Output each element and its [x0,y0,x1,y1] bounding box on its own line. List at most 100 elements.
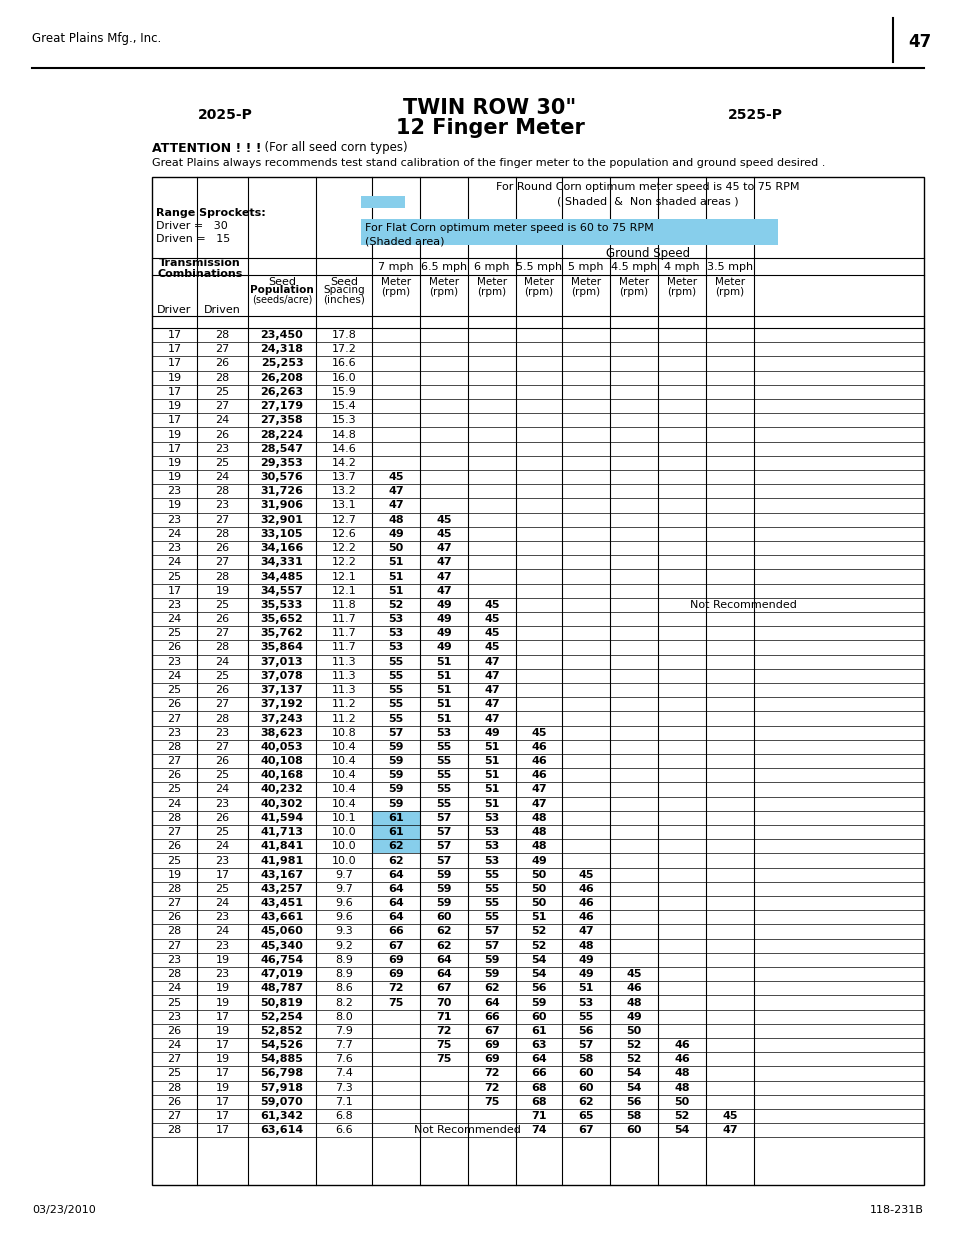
Text: TWIN ROW 30": TWIN ROW 30" [403,98,576,119]
Text: 19: 19 [168,373,181,383]
Text: 53: 53 [484,856,499,866]
Text: 47: 47 [388,500,403,510]
Text: 26: 26 [168,699,181,709]
Text: 41,981: 41,981 [260,856,303,866]
Text: 40,108: 40,108 [260,756,303,766]
Text: 19: 19 [215,585,230,595]
Text: 47: 47 [531,784,546,794]
Text: 31,906: 31,906 [260,500,303,510]
Text: 13.2: 13.2 [332,487,356,496]
Text: 26: 26 [168,642,181,652]
Text: 48: 48 [674,1068,689,1078]
Text: 40,053: 40,053 [260,742,303,752]
Text: 51: 51 [436,671,451,680]
Text: 57: 57 [388,727,403,737]
Text: 24: 24 [167,529,181,538]
Text: 6.6: 6.6 [335,1125,353,1135]
Text: 57: 57 [436,856,451,866]
Text: 62: 62 [388,856,403,866]
Text: 61,342: 61,342 [260,1112,303,1121]
Text: 10.0: 10.0 [332,827,355,837]
Text: ( Shaded  &  Non shaded areas ): ( Shaded & Non shaded areas ) [557,198,738,207]
Text: 19: 19 [215,1083,230,1093]
Text: 52: 52 [626,1040,641,1050]
Text: 25: 25 [168,856,181,866]
Text: 48: 48 [531,813,546,823]
Text: 47: 47 [907,33,931,51]
Text: 51: 51 [484,742,499,752]
Text: 23: 23 [215,727,230,737]
Text: 49: 49 [436,614,452,624]
Text: 6 mph: 6 mph [474,262,509,272]
Text: 61: 61 [531,1026,546,1036]
Text: 46: 46 [531,756,546,766]
Text: 71: 71 [436,1011,452,1021]
Text: 26: 26 [168,841,181,851]
Text: Meter: Meter [714,277,744,287]
Text: 34,331: 34,331 [260,557,303,567]
Text: 7.4: 7.4 [335,1068,353,1078]
Text: 10.4: 10.4 [332,742,356,752]
Text: Meter: Meter [523,277,554,287]
Text: 8.9: 8.9 [335,969,353,979]
Text: 74: 74 [531,1125,546,1135]
Text: 59: 59 [388,799,403,809]
Text: 7.1: 7.1 [335,1097,353,1107]
Text: 55: 55 [388,657,403,667]
Text: 51: 51 [531,913,546,923]
Bar [360,196,405,207]
Text: 13.1: 13.1 [332,500,355,510]
Text: 49: 49 [531,856,546,866]
Text: 55: 55 [436,742,451,752]
Text: 60: 60 [578,1083,593,1093]
Text: 27,358: 27,358 [260,415,303,425]
Text: 27: 27 [215,742,230,752]
Text: 55: 55 [388,714,403,724]
Text: 38,623: 38,623 [260,727,303,737]
Text: 55: 55 [436,756,451,766]
Text: 47: 47 [436,585,452,595]
Text: 23: 23 [168,955,181,965]
Text: 12.6: 12.6 [332,529,356,538]
Text: (rpm): (rpm) [524,287,553,296]
Text: 57: 57 [484,926,499,936]
Text: 26: 26 [215,358,230,368]
Text: 45,060: 45,060 [260,926,303,936]
Text: 67: 67 [578,1125,593,1135]
Bar [152,177,923,1186]
Text: 55: 55 [484,913,499,923]
Text: 47: 47 [484,671,499,680]
Text: 55: 55 [484,884,499,894]
Text: 54: 54 [625,1083,641,1093]
Text: 9.2: 9.2 [335,941,353,951]
Text: 64: 64 [388,884,403,894]
Text: 19: 19 [215,998,230,1008]
Text: 59: 59 [484,955,499,965]
Text: 59: 59 [436,869,452,879]
Text: 45: 45 [578,869,593,879]
Text: 27: 27 [167,714,181,724]
Text: 24: 24 [167,614,181,624]
Text: (Shaded area): (Shaded area) [365,237,444,247]
Text: (rpm): (rpm) [381,287,410,296]
Text: 68: 68 [531,1097,546,1107]
Text: 35,652: 35,652 [260,614,303,624]
Text: 43,257: 43,257 [260,884,303,894]
Text: 46: 46 [578,913,594,923]
Text: 71: 71 [531,1112,546,1121]
Text: 56: 56 [625,1097,641,1107]
Text: 52,852: 52,852 [260,1026,303,1036]
Text: 60: 60 [625,1125,641,1135]
Text: 57: 57 [436,827,451,837]
Text: 9.3: 9.3 [335,926,353,936]
Text: 54: 54 [531,969,546,979]
Text: 28: 28 [167,969,181,979]
Text: (rpm): (rpm) [667,287,696,296]
Text: Range Sprockets:: Range Sprockets: [156,207,266,219]
Text: 69: 69 [388,969,403,979]
Text: 66: 66 [483,1011,499,1021]
Text: 23: 23 [168,1011,181,1021]
Text: 23: 23 [215,500,230,510]
Text: 24: 24 [167,1040,181,1050]
Text: 45: 45 [484,600,499,610]
